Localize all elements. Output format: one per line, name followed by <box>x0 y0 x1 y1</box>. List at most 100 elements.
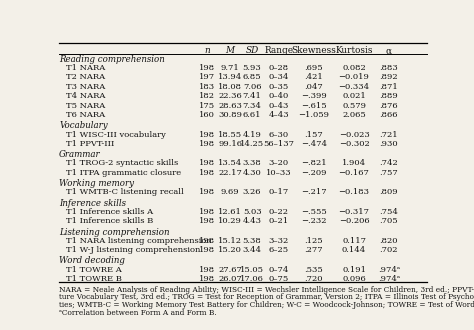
Text: n: n <box>204 47 210 55</box>
Text: 5.93: 5.93 <box>243 64 262 72</box>
Text: T1 TOWRE A: T1 TOWRE A <box>66 266 122 274</box>
Text: −1.059: −1.059 <box>298 111 329 119</box>
Text: 56–137: 56–137 <box>263 140 294 148</box>
Text: 198: 198 <box>199 130 215 139</box>
Text: 0–17: 0–17 <box>269 188 289 196</box>
Text: SD: SD <box>246 47 259 55</box>
Text: −.821: −.821 <box>301 159 327 167</box>
Text: −0.334: −0.334 <box>338 83 370 91</box>
Text: 7.34: 7.34 <box>243 102 262 110</box>
Text: 0–74: 0–74 <box>269 266 289 274</box>
Text: 13.94: 13.94 <box>218 73 242 82</box>
Text: .876: .876 <box>380 102 398 110</box>
Text: 0.021: 0.021 <box>342 92 366 100</box>
Text: 0.191: 0.191 <box>342 266 366 274</box>
Text: 10.29: 10.29 <box>218 217 242 225</box>
Text: T1 W-J listening comprehension: T1 W-J listening comprehension <box>66 246 200 254</box>
Text: .974ᵃ: .974ᵃ <box>378 275 400 283</box>
Text: T1 NARA listening comprehension: T1 NARA listening comprehension <box>66 237 211 245</box>
Text: 198: 198 <box>199 188 215 196</box>
Text: 9.71: 9.71 <box>221 64 239 72</box>
Text: 18.08: 18.08 <box>218 83 242 91</box>
Text: T2 NARA: T2 NARA <box>66 73 105 82</box>
Text: 3.38: 3.38 <box>243 159 262 167</box>
Text: T3 NARA: T3 NARA <box>66 83 105 91</box>
Text: 12.61: 12.61 <box>218 208 242 216</box>
Text: ᵃCorrelation between Form A and Form B.: ᵃCorrelation between Form A and Form B. <box>59 309 217 317</box>
Text: 5.38: 5.38 <box>243 237 262 245</box>
Text: .720: .720 <box>304 275 323 283</box>
Text: 5.03: 5.03 <box>243 208 262 216</box>
Text: 27.67: 27.67 <box>218 266 242 274</box>
Text: 0–21: 0–21 <box>269 217 289 225</box>
Text: 182: 182 <box>199 92 215 100</box>
Text: T1 Inference skills A: T1 Inference skills A <box>66 208 153 216</box>
Text: −0.302: −0.302 <box>339 140 369 148</box>
Text: 198: 198 <box>199 64 215 72</box>
Text: 18.55: 18.55 <box>218 130 242 139</box>
Text: 198: 198 <box>199 217 215 225</box>
Text: 7.06: 7.06 <box>243 83 261 91</box>
Text: 2.065: 2.065 <box>342 111 366 119</box>
Text: 4.19: 4.19 <box>243 130 262 139</box>
Text: −0.206: −0.206 <box>339 217 369 225</box>
Text: 99.16: 99.16 <box>218 140 242 148</box>
Text: M: M <box>226 47 235 55</box>
Text: .277: .277 <box>304 246 323 254</box>
Text: 0.579: 0.579 <box>342 102 366 110</box>
Text: 0.117: 0.117 <box>342 237 366 245</box>
Text: −.399: −.399 <box>301 92 327 100</box>
Text: 0.096: 0.096 <box>342 275 366 283</box>
Text: T6 NARA: T6 NARA <box>66 111 105 119</box>
Text: 198: 198 <box>199 266 215 274</box>
Text: 4–43: 4–43 <box>268 111 289 119</box>
Text: .809: .809 <box>380 188 398 196</box>
Text: .871: .871 <box>380 83 398 91</box>
Text: T1 TOWRE B: T1 TOWRE B <box>66 275 122 283</box>
Text: Listening comprehension: Listening comprehension <box>59 228 170 237</box>
Text: −.555: −.555 <box>301 208 327 216</box>
Text: −.615: −.615 <box>301 102 327 110</box>
Text: α: α <box>386 47 392 55</box>
Text: 6.61: 6.61 <box>243 111 261 119</box>
Text: ties; WMTB-C = Working Memory Test Battery for Children; W-C = Woodcock-Johnson;: ties; WMTB-C = Working Memory Test Batte… <box>59 301 474 309</box>
Text: 28.63: 28.63 <box>218 102 242 110</box>
Text: 3–32: 3–32 <box>269 237 289 245</box>
Text: 3.26: 3.26 <box>243 188 261 196</box>
Text: 160: 160 <box>199 111 215 119</box>
Text: .705: .705 <box>380 217 398 225</box>
Text: T5 NARA: T5 NARA <box>66 102 105 110</box>
Text: 198: 198 <box>199 275 215 283</box>
Text: 26.07: 26.07 <box>218 275 242 283</box>
Text: Working memory: Working memory <box>59 179 134 188</box>
Text: Reading comprehension: Reading comprehension <box>59 54 165 64</box>
Text: T1 Inference skills B: T1 Inference skills B <box>66 217 153 225</box>
Text: 198: 198 <box>199 140 215 148</box>
Text: T1 PPVT-III: T1 PPVT-III <box>66 140 114 148</box>
Text: 0–43: 0–43 <box>269 102 289 110</box>
Text: .892: .892 <box>380 73 398 82</box>
Text: Skewness: Skewness <box>291 47 336 55</box>
Text: 0–35: 0–35 <box>269 83 289 91</box>
Text: .883: .883 <box>380 64 398 72</box>
Text: 198: 198 <box>199 237 215 245</box>
Text: −.217: −.217 <box>301 188 327 196</box>
Text: .047: .047 <box>304 83 323 91</box>
Text: 198: 198 <box>199 246 215 254</box>
Text: .721: .721 <box>380 130 398 139</box>
Text: .742: .742 <box>380 159 398 167</box>
Text: −0.183: −0.183 <box>338 188 370 196</box>
Text: T1 WMTB-C listening recall: T1 WMTB-C listening recall <box>66 188 183 196</box>
Text: 4.43: 4.43 <box>243 217 262 225</box>
Text: −0.019: −0.019 <box>338 73 370 82</box>
Text: .754: .754 <box>380 208 398 216</box>
Text: 197: 197 <box>199 73 215 82</box>
Text: .702: .702 <box>380 246 398 254</box>
Text: 14.25: 14.25 <box>240 140 264 148</box>
Text: 15.12: 15.12 <box>218 237 242 245</box>
Text: 15.05: 15.05 <box>240 266 264 274</box>
Text: 13.54: 13.54 <box>218 159 242 167</box>
Text: .974ᵃ: .974ᵃ <box>378 266 400 274</box>
Text: 198: 198 <box>199 169 215 177</box>
Text: −0.023: −0.023 <box>339 130 369 139</box>
